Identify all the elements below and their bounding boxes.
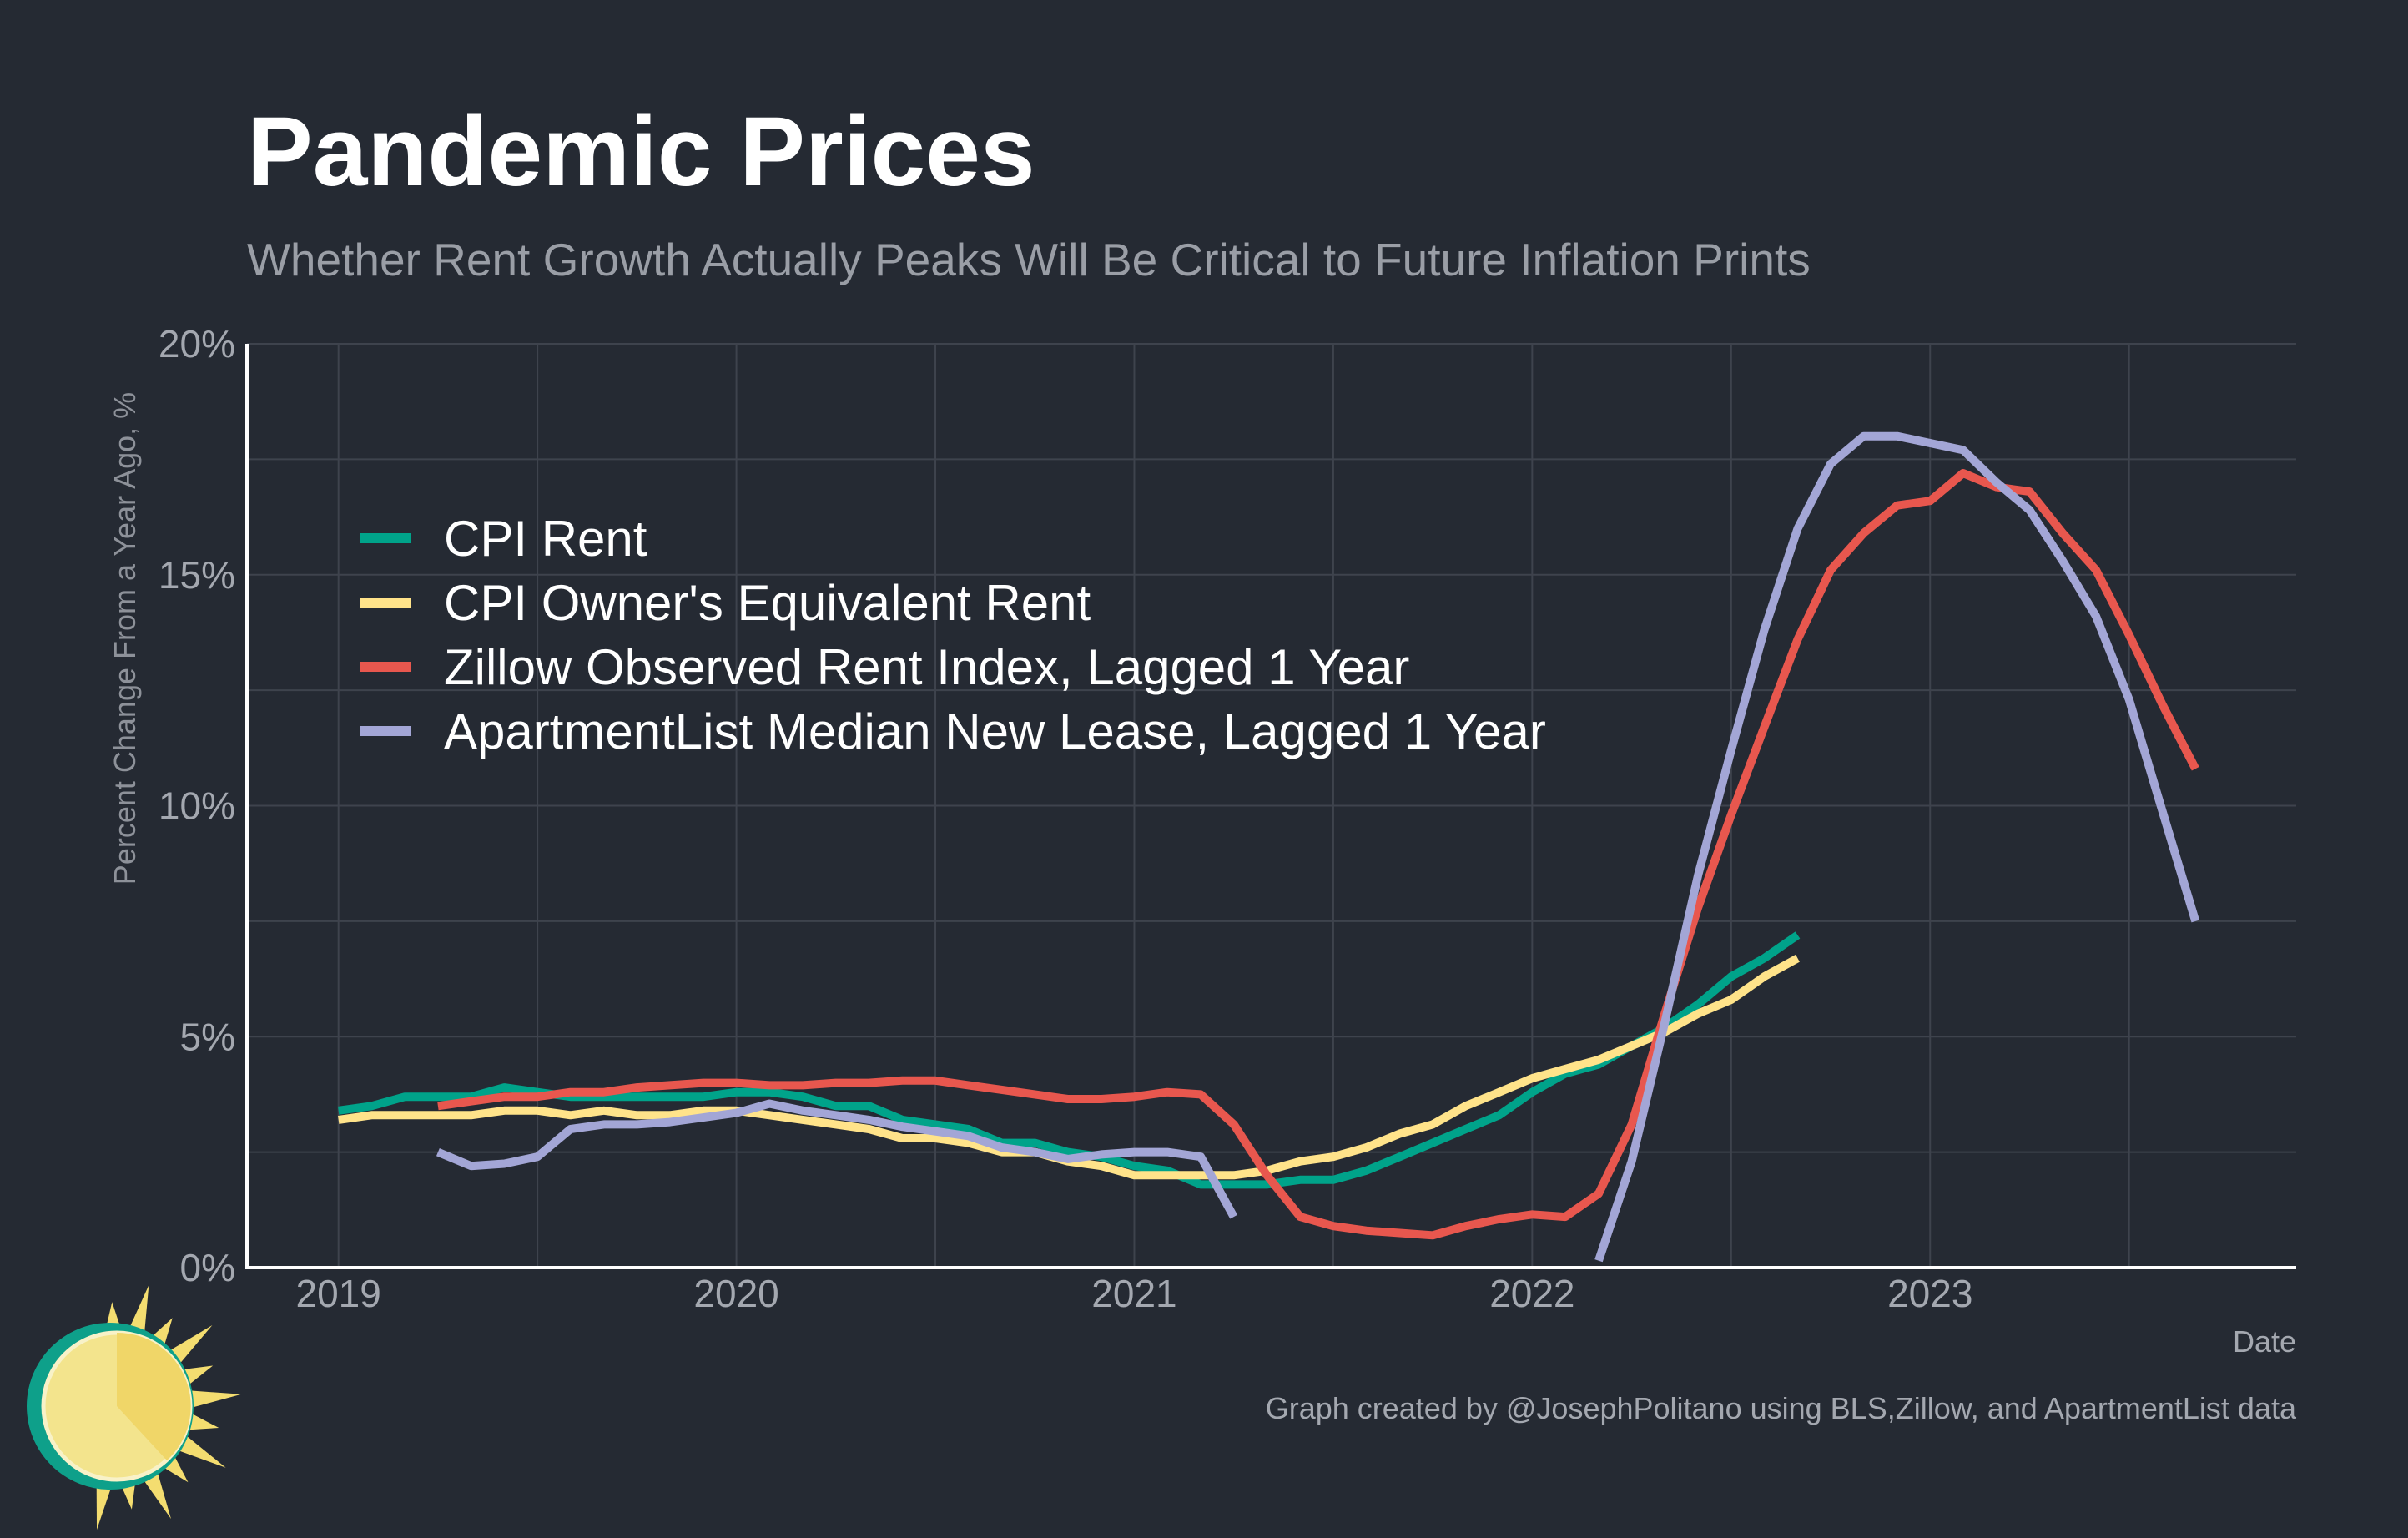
x-tick-labels: 2019 2020 2021 2022 2023 [296, 1272, 1973, 1315]
chart-caption: Graph created by @JosephPolitano using B… [1266, 1391, 2297, 1425]
grid-lines [247, 343, 2296, 1268]
sun-ray [127, 1284, 149, 1339]
x-tick-label: 2023 [1887, 1272, 1972, 1315]
x-tick-label: 2022 [1489, 1272, 1574, 1315]
chart-legend: CPI Rent CPI Owner's Equivalent Rent Zillo… [360, 511, 1546, 759]
series-line-3 [437, 469, 2199, 1240]
y-tick-label: 15% [159, 553, 235, 597]
series-line-1 [338, 931, 1801, 1189]
sun-ray [175, 1434, 226, 1468]
legend-entry: Zillow Observed Rent Index, Lagged 1 Yea… [444, 639, 1409, 695]
y-tick-label: 20% [159, 322, 235, 366]
y-axis-label: Percent Change From a Year Ago, % [108, 392, 142, 885]
sun-logo-icon [27, 1284, 242, 1530]
x-axis-label: Date [2233, 1324, 2296, 1359]
y-tick-labels: 0% 5% 10% 15% 20% [159, 322, 235, 1289]
y-tick-label: 5% [180, 1015, 235, 1058]
x-tick-label: 2021 [1091, 1272, 1176, 1315]
y-tick-label: 0% [180, 1246, 235, 1289]
series-lines [337, 431, 2200, 1263]
legend-entry: ApartmentList Median New Lease, Lagged 1… [444, 703, 1546, 759]
sun-ray [140, 1468, 171, 1520]
legend-entry: CPI Rent [444, 511, 647, 567]
sun-ray [188, 1390, 242, 1409]
sun-ray [166, 1324, 213, 1366]
chart-title: Pandemic Prices [247, 97, 1035, 207]
sun-ray [186, 1412, 219, 1430]
series-line-4 [436, 431, 2200, 1263]
y-tick-label: 10% [159, 784, 235, 828]
legend-entry: CPI Owner's Equivalent Rent [444, 575, 1091, 631]
x-tick-label: 2020 [693, 1272, 778, 1315]
x-tick-label: 2019 [296, 1272, 381, 1315]
sun-ray [96, 1476, 114, 1530]
chart-subtitle: Whether Rent Growth Actually Peaks Will … [247, 234, 1811, 285]
